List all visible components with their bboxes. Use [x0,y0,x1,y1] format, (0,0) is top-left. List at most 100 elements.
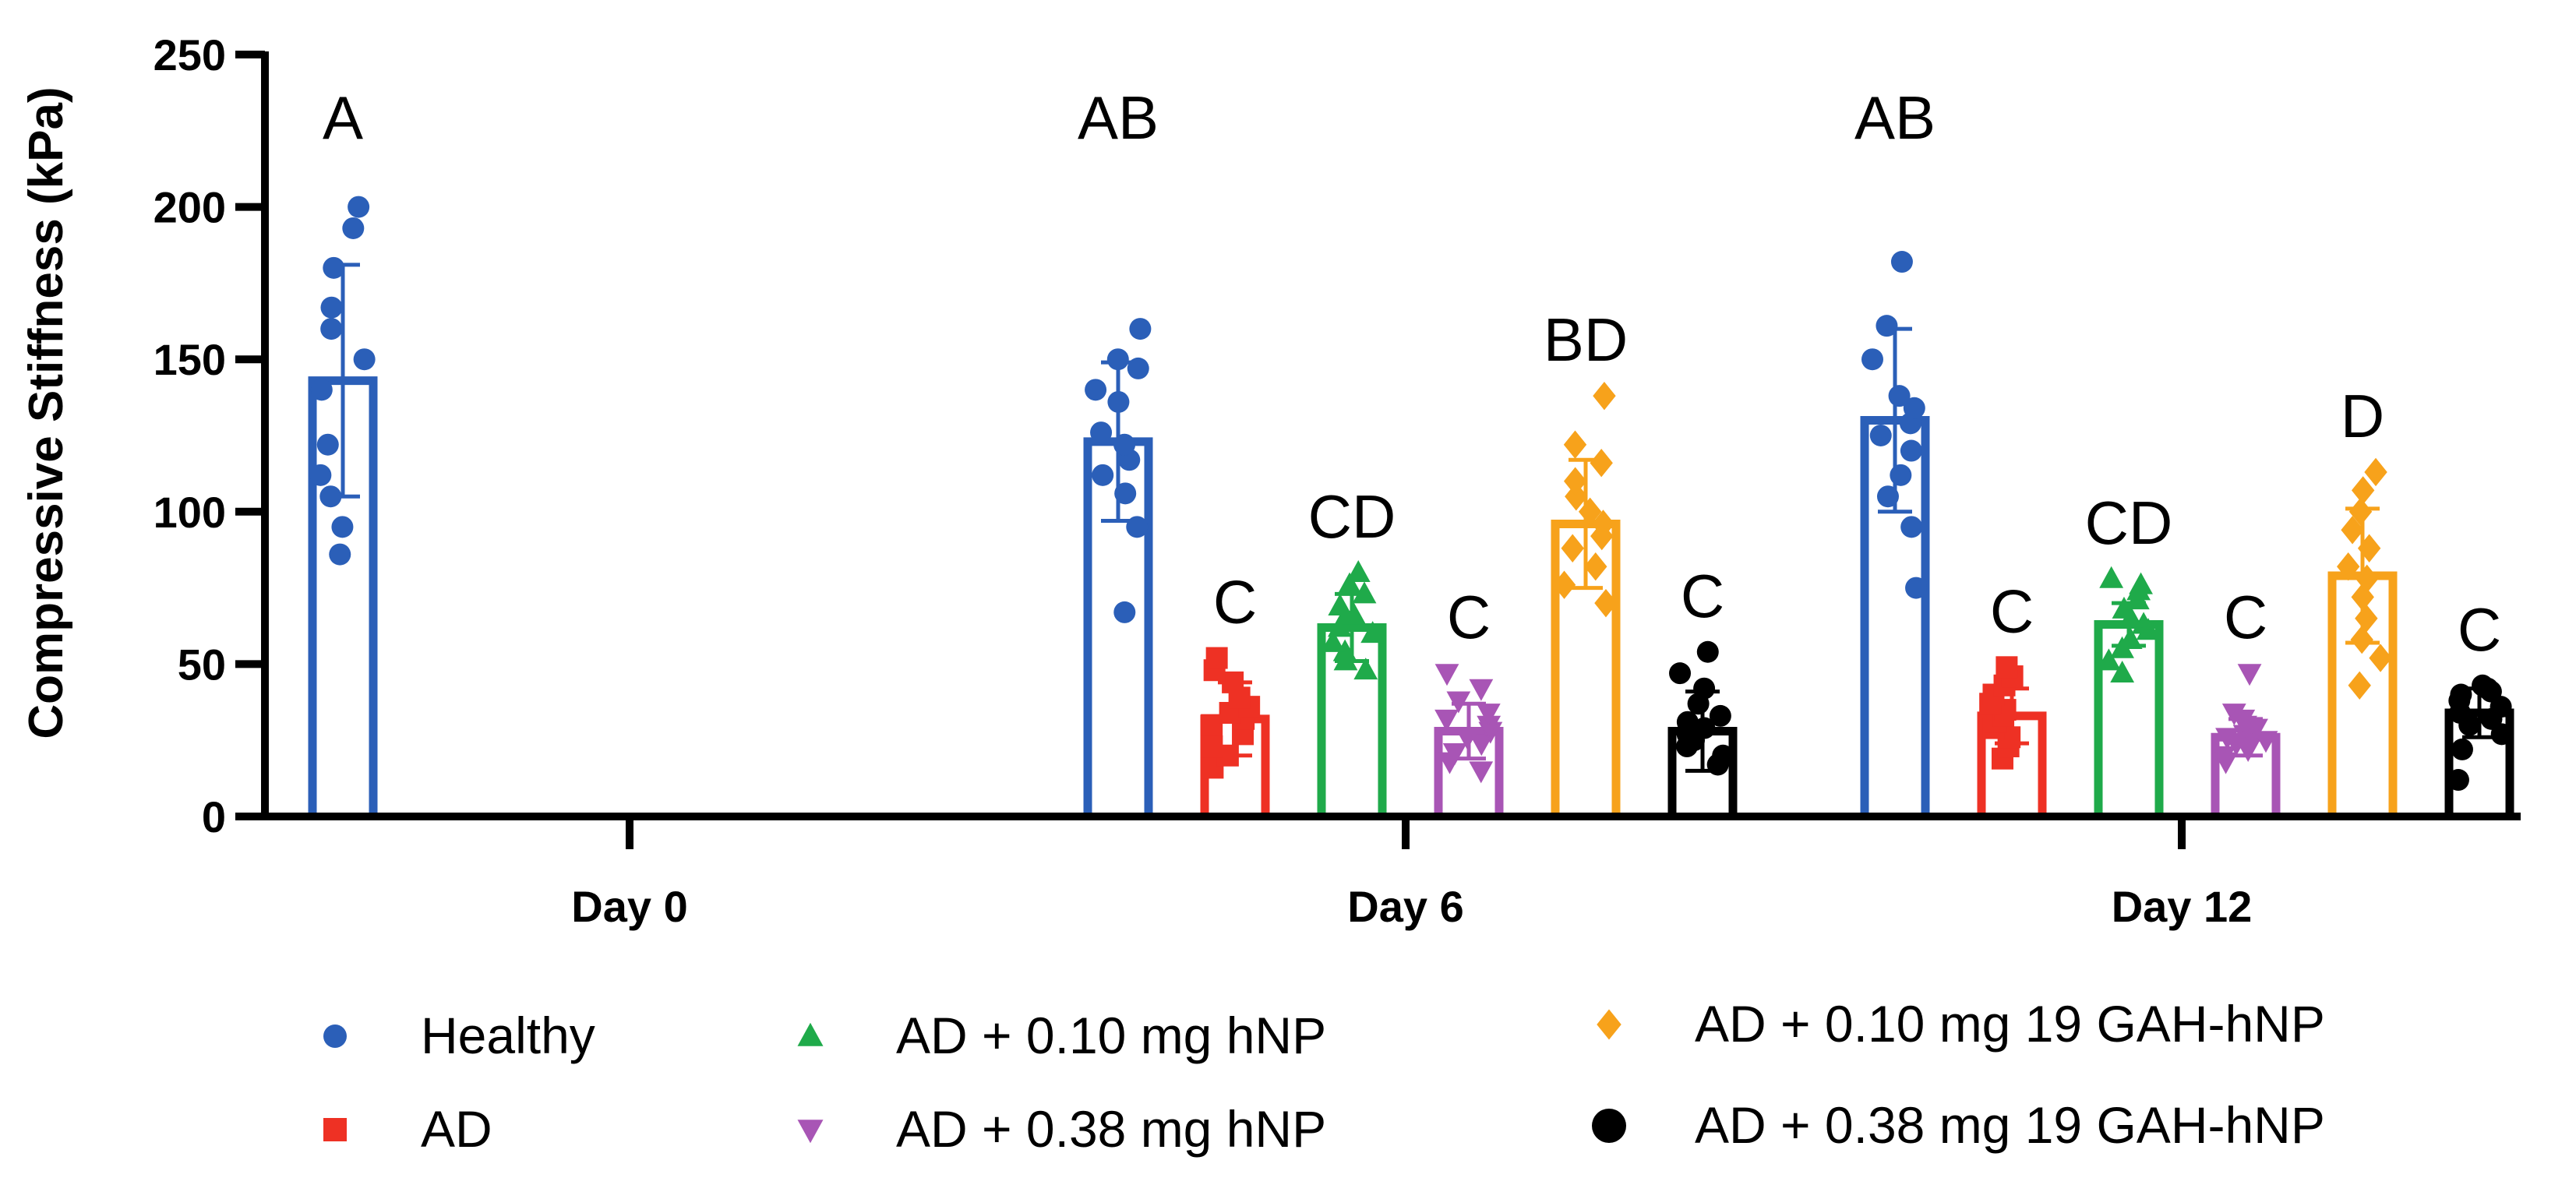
data-point [2099,566,2124,588]
data-point [1890,464,1912,486]
legend-label: AD + 0.38 mg 19 GAH-hNP [1695,1096,2325,1154]
significance-label: D [2341,382,2384,450]
data-point [1446,691,1471,714]
bar-group-2-2: CD [2085,488,2172,820]
data-point [1342,602,1367,625]
data-point [1469,734,1494,756]
significance-label: C [2224,583,2267,651]
data-point [319,485,342,508]
y-tick-label: 50 [178,640,226,689]
bar-group-1-4: BD [1544,305,1628,820]
data-point [2110,661,2135,683]
data-point [1113,433,1136,456]
x-tick-label: Day 0 [571,882,687,931]
data-point [1205,647,1228,669]
legend-item: AD + 0.38 mg 19 GAH-hNP [1592,1096,2325,1154]
data-point [1434,664,1459,686]
data-point [1332,608,1356,631]
data-point [1126,516,1149,538]
x-tick-label: Day 6 [1347,882,1463,931]
legend-marker [797,1120,824,1144]
y-tick-label: 250 [154,30,226,79]
significance-label: BD [1544,305,1628,374]
data-point [1113,601,1136,623]
data-point [320,318,343,340]
data-point [2129,572,2153,594]
bar-group-1-5: C [1667,562,1738,820]
data-point [2235,740,2260,763]
legend-label: Healthy [421,1007,595,1064]
data-point [2472,674,2494,697]
data-point [2357,534,2381,562]
data-point [1222,671,1244,693]
bar-group-1-3: C [1434,583,1504,820]
data-point [2364,457,2387,487]
data-point [1129,318,1152,340]
data-point [1876,315,1898,337]
data-point [1346,559,1371,582]
data-point [316,433,339,456]
bar-group-0-0: A [308,83,378,820]
data-point [1584,552,1607,581]
data-point [2112,596,2137,619]
data-point [2451,738,2473,760]
data-point [1565,482,1588,511]
data-point [1090,421,1113,444]
data-point [2450,683,2472,706]
data-point [331,516,354,538]
data-point [1712,744,1734,767]
data-point [2253,731,2278,753]
data-point [1676,711,1699,733]
data-point [323,256,345,279]
data-point [1669,662,1692,685]
data-point [2336,552,2360,581]
data-point [1321,630,1346,652]
data-point [1442,742,1467,765]
data-point [1201,735,1223,758]
legend-label: AD + 0.10 mg 19 GAH-hNP [1695,995,2325,1053]
bar-group-2-0: AB [1854,83,1936,820]
data-point [1106,348,1129,371]
data-point [2351,476,2375,505]
data-point [2351,583,2374,612]
data-point [2355,604,2378,633]
data-point [320,296,343,319]
data-point [1876,485,1899,508]
legend-item: AD [323,1100,492,1158]
data-point [1477,715,1501,738]
data-point [2118,627,2143,650]
data-point [1201,714,1223,736]
data-point [1332,639,1357,661]
data-point [1092,464,1114,486]
data-point [2447,769,2469,792]
data-point [1455,728,1480,750]
bar-group-2-4: D [2327,382,2398,820]
significance-label: AB [1854,83,1936,152]
data-point [2211,746,2236,768]
bar-group-1-0: AB [1078,83,1159,820]
data-point [1563,467,1587,495]
bar-group-1-2: CD [1308,482,1396,820]
data-point [2131,612,2156,634]
data-point [1561,534,1584,562]
data-point [329,543,351,566]
axes: 0 50 100 150 200 250 Day 0 Day 6 Day 12 [154,30,2521,931]
data-point [1888,385,1911,407]
data-point [309,464,332,486]
data-point [1590,449,1613,478]
significance-label: C [1447,583,1491,651]
data-point [1114,482,1137,505]
data-point [1127,357,1149,379]
data-point [2096,648,2121,671]
legend-item: Healthy [323,1007,595,1064]
data-point [1594,588,1618,618]
data-point [1905,577,1928,599]
legend-label: AD + 0.10 mg hNP [896,1007,1326,1064]
data-point [1328,593,1353,615]
data-point [2350,625,2373,654]
data-point [2490,723,2513,746]
legend: Healthy AD AD + 0.10 mg hNP AD + 0.38 mg hN… [323,995,2325,1158]
data-point [1578,497,1602,526]
y-axis-label: Compressive Stiffness (kPa) [19,86,73,739]
data-point [1693,717,1716,739]
